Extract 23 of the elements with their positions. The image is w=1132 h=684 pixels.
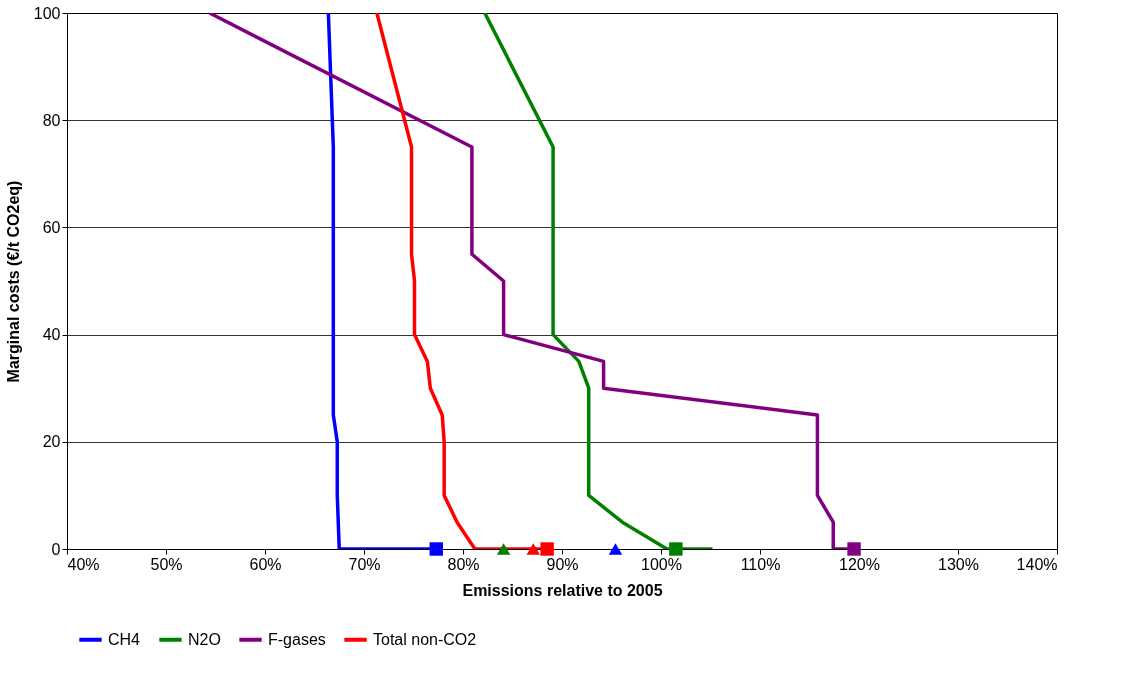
y-axis-title: Marginal costs (€/t CO2eq) [4, 180, 22, 383]
x-tick-label: 50% [150, 555, 183, 573]
y-tick-label: 0 [51, 540, 61, 558]
legend-label: F-gases [268, 630, 326, 648]
x-tick-label: 110% [740, 555, 781, 573]
y-tick-label: 80 [42, 111, 61, 129]
x-tick-label: 130% [938, 555, 979, 573]
x-tick-label: 70% [348, 555, 381, 573]
legend-label: CH4 [108, 630, 141, 648]
y-tick-label: 100 [33, 4, 61, 22]
x-tick-label: 80% [447, 555, 480, 573]
y-tick-label: 40 [42, 326, 61, 344]
x-tick-label: 120% [839, 555, 880, 573]
x-tick-label: 40% [67, 555, 100, 573]
x-tick-label: 90% [546, 555, 579, 573]
x-axis-title: Emissions relative to 2005 [462, 581, 663, 599]
legend-label: Total non-CO2 [373, 630, 477, 648]
x-tick-label: 140% [1016, 555, 1058, 573]
y-tick-label: 20 [42, 433, 61, 451]
x-tick-label: 100% [641, 555, 682, 573]
y-tick-label: 60 [42, 218, 61, 236]
x-tick-label: 60% [249, 555, 282, 573]
legend-label: N2O [188, 630, 221, 648]
